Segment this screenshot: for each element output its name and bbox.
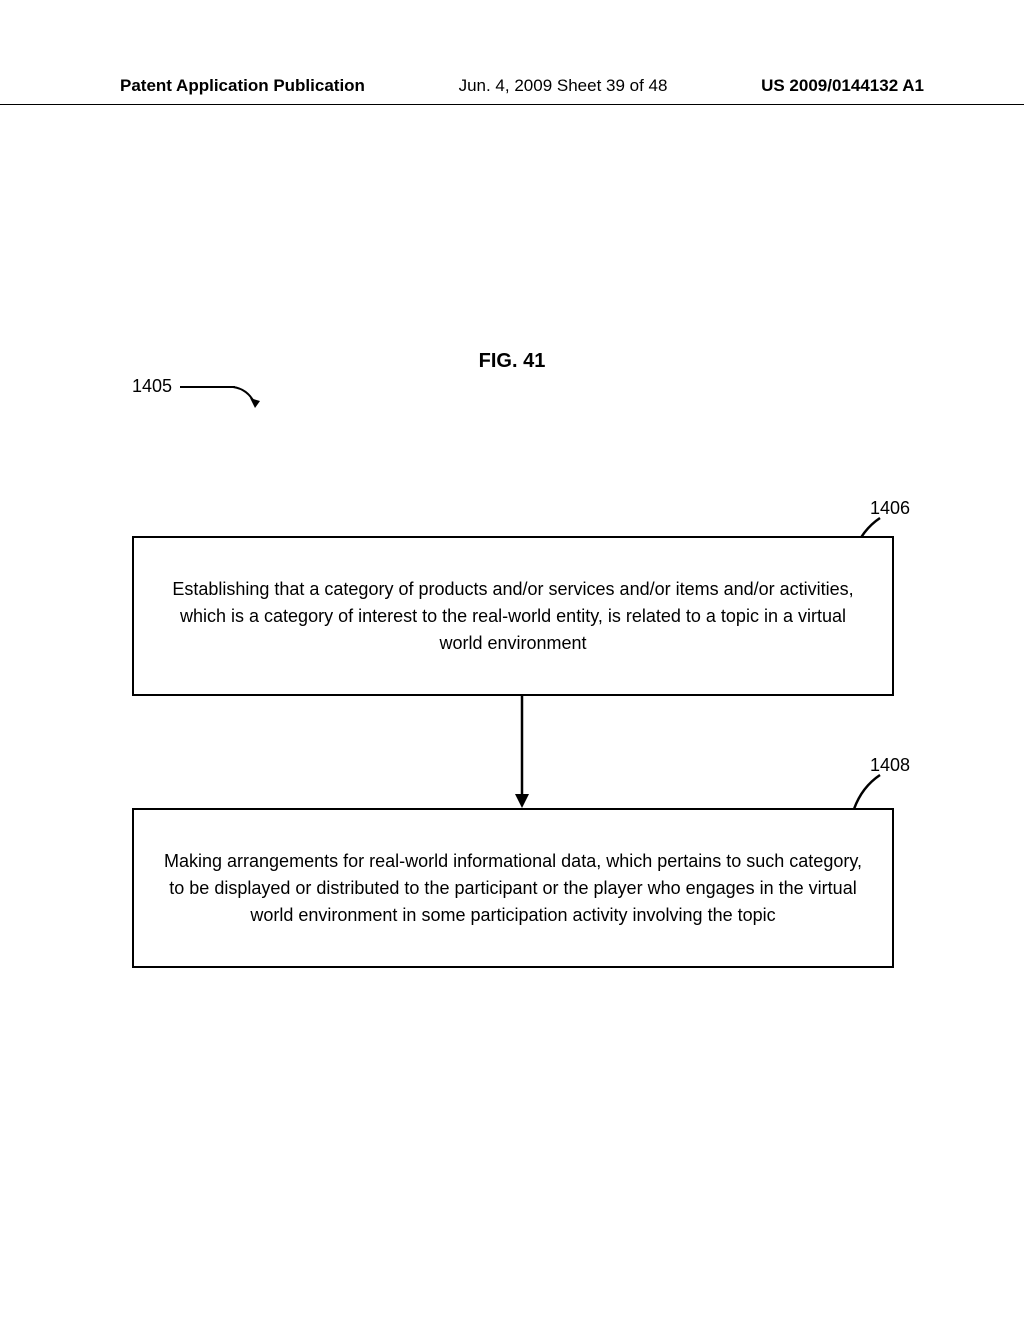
header-patent-number: US 2009/0144132 A1 — [761, 76, 924, 96]
ref-label-1405: 1405 — [132, 376, 172, 397]
box-1408-text: Making arrangements for real-world infor… — [164, 848, 862, 929]
flowchart-box-1406: Establishing that a category of products… — [132, 536, 894, 696]
patent-page: Patent Application Publication Jun. 4, 2… — [0, 0, 1024, 1320]
figure-title: FIG. 41 — [0, 350, 1024, 373]
box-1406-text: Establishing that a category of products… — [164, 576, 862, 657]
header-date-sheet: Jun. 4, 2009 Sheet 39 of 48 — [459, 76, 668, 96]
flow-arrow-icon — [512, 696, 532, 808]
header-publication: Patent Application Publication — [120, 76, 365, 96]
page-header: Patent Application Publication Jun. 4, 2… — [0, 76, 1024, 105]
ref-1405-arrow-icon — [233, 386, 273, 426]
flowchart-box-1408: Making arrangements for real-world infor… — [132, 808, 894, 968]
ref-1405-leader-line — [180, 386, 235, 388]
